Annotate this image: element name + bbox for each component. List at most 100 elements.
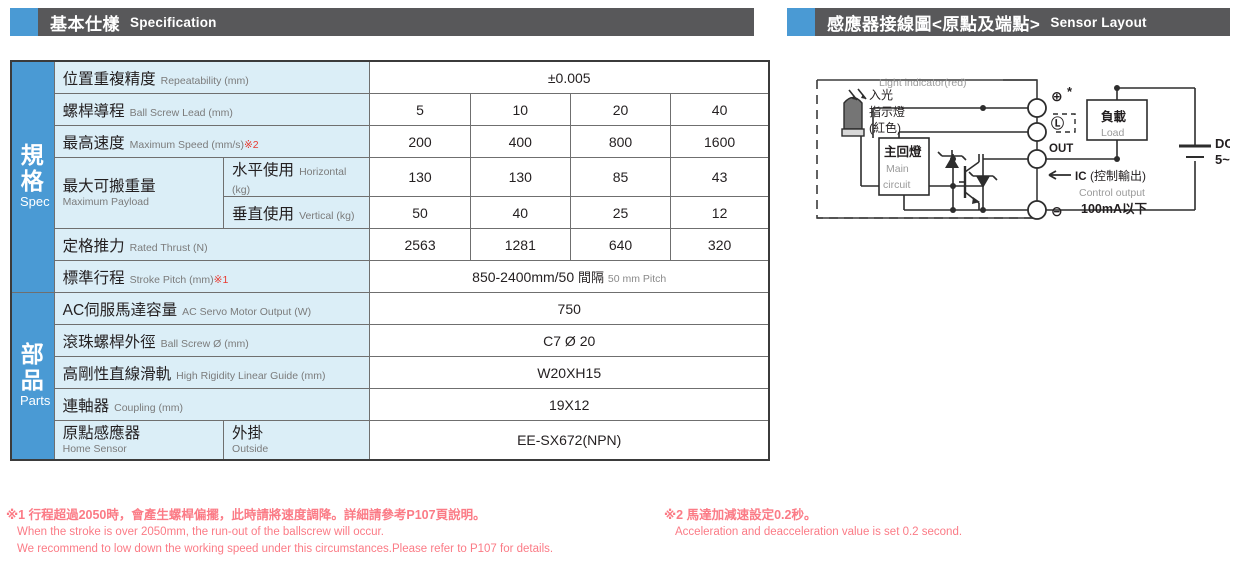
table-row: 最高速度 Maximum Speed (mm/s)※2 200 400 800 1… — [11, 125, 770, 158]
group-label-cn: 規格 — [20, 141, 45, 194]
terminal-out — [1027, 149, 1047, 169]
row-value: 1600 — [670, 125, 770, 158]
section-accent-block — [10, 8, 38, 36]
row-value-ball-screw-diameter: C7 Ø 20 — [369, 324, 770, 357]
ic-label-en: Control output — [1079, 187, 1145, 199]
load-label-en: Load — [1101, 127, 1125, 139]
row-label-cn: 高剛性直線滑軌 — [62, 365, 172, 383]
terminal-minus-label: ⊖ — [1051, 203, 1063, 219]
table-row: 高剛性直線滑軌 High Rigidity Linear Guide (mm) W… — [11, 356, 770, 389]
load-label-cn: 負載 — [1101, 109, 1127, 124]
row-value-coupling: 19X12 — [369, 388, 770, 421]
row-value-stroke-pitch: 850-2400mm/50 間隔 50 mm Pitch — [369, 260, 770, 293]
row-value: 800 — [569, 125, 672, 158]
section-accent-block — [787, 8, 815, 36]
row-value: 130 — [369, 157, 471, 197]
footnote-1-en-line1: When the stroke is over 2050mm, the run-… — [17, 526, 384, 539]
table-row: 部品 Parts AC伺服馬達容量 AC Servo Motor Output (… — [10, 292, 770, 461]
table-row: 標準行程 Stroke Pitch (mm)※1 850-2400mm/50 間隔… — [11, 260, 770, 293]
row-label-en: Maximum Payload — [62, 195, 149, 208]
row-value: 1281 — [469, 228, 571, 261]
row-label-en: Ball Screw Lead (mm) — [129, 106, 233, 119]
row-value: 400 — [469, 125, 571, 158]
row-value-linear-guide: W20XH15 — [369, 356, 770, 389]
group-cell-parts: 部品 Parts — [10, 292, 55, 461]
row-label-cn: 最高速度 — [62, 134, 125, 152]
row-label-maximum-speed: 最高速度 Maximum Speed (mm/s)※2 — [53, 125, 371, 158]
dc-value-label: 5~24V — [1215, 152, 1230, 167]
row-value: 200 — [369, 125, 471, 158]
light-indicator-label-cn1: 入光 — [869, 88, 893, 102]
terminal-out-label: OUT — [1049, 143, 1073, 155]
footnote-1: ※1 行程超過2050時，會產生螺桿偏擺，此時請將速度調降。詳細請參考P107頁… — [6, 506, 553, 559]
row-label-repeatability: 位置重複精度 Repeatability (mm) — [53, 60, 371, 94]
row-label-home-sensor: 原點感應器 Home Sensor — [53, 420, 225, 461]
row-label-maximum-payload: 最大可搬重量 Maximum Payload — [53, 157, 225, 229]
table-row: 規格 Spec 位置重複精度 Repeatability (mm) ±0.005 — [10, 60, 770, 293]
light-indicator-label-en: Light indicator(red) — [879, 77, 967, 89]
terminal-plus-star: * — [1067, 84, 1073, 99]
row-value-home-sensor: EE-SX672(NPN) — [369, 420, 770, 461]
row-sublabel-outside: 外掛 Outside — [223, 420, 371, 461]
row-label-cn: 原點感應器 — [62, 424, 141, 442]
table-row: 滾珠螺桿外徑 Ball Screw Ø (mm) C7 Ø 20 — [11, 324, 770, 357]
row-sublabel-en: Horizontal (kg) — [232, 166, 347, 196]
table-row: 定格推力 Rated Thrust (N) 2563 1281 640 320 — [11, 228, 770, 261]
row-value: 640 — [569, 228, 672, 261]
row-label-en: Maximum Speed (mm/s) — [129, 138, 244, 151]
row-label-coupling: 連軸器 Coupling (mm) — [53, 388, 371, 421]
row-label-en: Rated Thrust (N) — [129, 241, 208, 254]
footnote-2: ※2 馬達加減速設定0.2秒。 Acceleration and deaccel… — [664, 506, 962, 541]
row-label-cn: 定格推力 — [62, 237, 125, 255]
group-cell-spec: 規格 Spec — [10, 60, 55, 293]
row-sublabel-cn: 外掛 — [232, 424, 264, 442]
row-label-cn: 最大可搬重量 — [62, 177, 156, 195]
row-label-en: AC Servo Motor Output (W) — [182, 305, 312, 318]
main-circuit-label-en2: circuit — [883, 179, 911, 191]
table-row: 連軸器 Coupling (mm) 19X12 — [11, 388, 770, 421]
row-value: 320 — [670, 228, 770, 261]
main-circuit-label-en1: Main — [886, 163, 909, 175]
row-label-cn: 標準行程 — [62, 269, 125, 287]
row-label-en: Repeatability (mm) — [160, 74, 249, 87]
terminal-l-label: Ⓛ — [1051, 116, 1064, 131]
table-row: 原點感應器 Home Sensor 外掛 Outside EE-SX672(NP… — [11, 420, 770, 461]
row-value: 50 — [369, 196, 471, 229]
row-label-cn: 滾珠螺桿外徑 — [62, 333, 156, 351]
terminal-plus — [1027, 98, 1047, 118]
section-header-specification: 基本仕樣 Specification — [10, 8, 754, 36]
row-value: 40 — [469, 196, 571, 229]
footnote-mark: ※2 — [243, 138, 259, 151]
row-value: 85 — [569, 157, 672, 197]
row-label-en: Ball Screw Ø (mm) — [160, 337, 249, 350]
table-row: 最大可搬重量 Maximum Payload 水平使用 Horizontal (k… — [11, 157, 770, 229]
section-title-bar: 基本仕樣 Specification — [38, 8, 754, 36]
row-value: 130 — [469, 157, 571, 197]
dc-label: DC — [1215, 136, 1230, 151]
light-indicator-label-cn2: 指示燈 — [869, 104, 905, 119]
row-value-repeatability: ±0.005 — [369, 60, 770, 94]
row-sublabel-cn: 水平使用 — [232, 162, 295, 179]
terminal-plus-label: ⊕ — [1051, 88, 1063, 104]
row-value-ac-servo-motor-output: 750 — [369, 292, 770, 325]
stroke-pitch-main: 850-2400mm/50 — [472, 269, 575, 285]
row-label-cn: AC伺服馬達容量 — [62, 301, 178, 319]
ic-label: IC — [1075, 171, 1087, 183]
group-label-en: Spec — [20, 194, 50, 210]
footnote-2-en-line1: Acceleration and deacceleration value is… — [675, 526, 963, 539]
section-title-en: Sensor Layout — [1050, 14, 1147, 30]
row-label-cn: 連軸器 — [62, 397, 110, 415]
row-sublabel-cn: 垂直使用 — [232, 205, 295, 223]
row-label-en: Stroke Pitch (mm) — [129, 273, 214, 286]
row-label-ac-servo-motor-output: AC伺服馬達容量 AC Servo Motor Output (W) — [53, 292, 371, 325]
row-sublabel-horizontal: 水平使用 Horizontal (kg) — [223, 157, 371, 197]
row-label-cn: 位置重複精度 — [62, 70, 156, 88]
stroke-pitch-en: 50 mm Pitch — [607, 273, 667, 285]
main-circuit-label-cn: 主回燈 — [884, 144, 922, 159]
row-label-linear-guide: 高剛性直線滑軌 High Rigidity Linear Guide (mm) — [53, 356, 371, 389]
row-label-ball-screw-diameter: 滾珠螺桿外徑 Ball Screw Ø (mm) — [53, 324, 371, 357]
section-title-bar: 感應器接線圖<原點及端點> Sensor Layout — [815, 8, 1230, 36]
section-title-cn: 感應器接線圖<原點及端點> — [827, 14, 1041, 34]
row-value: 10 — [469, 93, 571, 126]
row-label-ball-screw-lead: 螺桿導程 Ball Screw Lead (mm) — [53, 93, 371, 126]
